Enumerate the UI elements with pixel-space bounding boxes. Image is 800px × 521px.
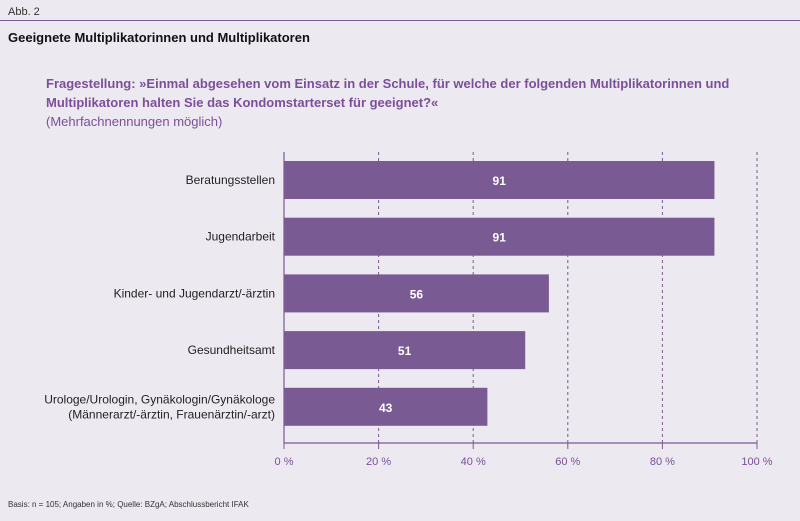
- bar-0: [284, 161, 715, 199]
- x-tick-label-40: 40 %: [461, 456, 486, 468]
- top-divider: [0, 20, 800, 21]
- category-label-1: Jugendarbeit: [206, 230, 276, 244]
- bar-2: [284, 274, 549, 313]
- x-tick-label-80: 80 %: [650, 456, 675, 468]
- bar-1: [284, 217, 715, 256]
- bar-value-label-0: 91: [493, 174, 507, 188]
- question-note: (Mehrfachnennungen möglich): [46, 114, 223, 129]
- category-label-0: Beratungsstellen: [186, 173, 275, 187]
- x-tick-label-100: 100 %: [741, 456, 772, 468]
- bar-value-label-4: 43: [379, 401, 393, 415]
- figure-label: Abb. 2: [8, 6, 40, 18]
- figure-title: Geeignete Multiplikatorinnen und Multipl…: [8, 30, 310, 45]
- bar-value-label-1: 91: [493, 231, 507, 245]
- x-tick-label-60: 60 %: [555, 456, 580, 468]
- bar-4: [284, 387, 488, 426]
- category-label-2: Kinder- und Jugendarzt/-ärztin: [114, 286, 275, 300]
- x-tick-label-0: 0 %: [275, 456, 294, 468]
- x-tick-label-20: 20 %: [366, 456, 391, 468]
- category-label-3: Gesundheitsamt: [188, 343, 276, 357]
- source-note: Basis: n = 105; Angaben in %; Quelle: BZ…: [8, 500, 249, 509]
- bar-value-label-3: 51: [398, 344, 412, 358]
- question-text: Fragestellung: »Einmal abgesehen vom Ein…: [46, 76, 730, 110]
- category-label-4-line-1: (Männerarzt/-ärztin, Frauenärztin/-arzt): [68, 407, 275, 421]
- category-label-4-line-0: Urologe/Urologin, Gynäkologin/Gynäkologe: [44, 392, 275, 406]
- bar-3: [284, 331, 526, 370]
- bar-value-label-2: 56: [410, 287, 424, 301]
